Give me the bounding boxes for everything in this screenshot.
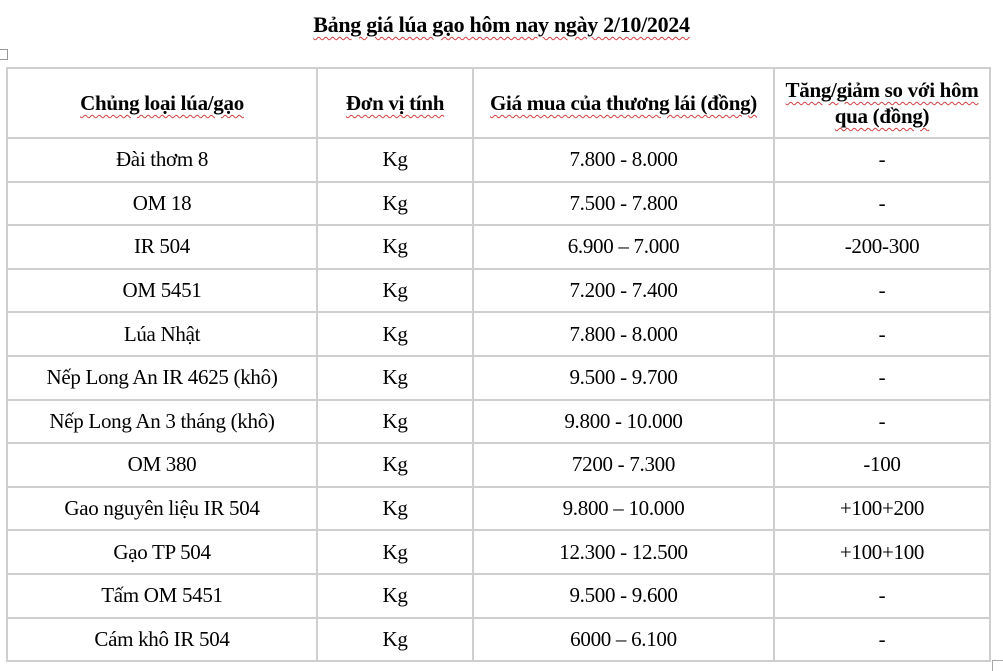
cell-variety[interactable]: Đài thơm 8 <box>6 137 318 183</box>
cell-change[interactable]: -200-300 <box>773 224 991 270</box>
cell-unit[interactable]: Kg <box>316 267 474 314</box>
cell-price[interactable]: 7.800 - 8.000 <box>472 137 775 183</box>
table-row: Cám khô IR 504 Kg 6000 – 6.100- <box>6 616 991 663</box>
cell-variety[interactable]: Tấm OM 5451 <box>6 572 318 619</box>
rice-price-table: Chủng loại lúa/gạo Đơn vị tính Giá mua c… <box>6 67 991 663</box>
table-header-row: Chủng loại lúa/gạo Đơn vị tính Giá mua c… <box>6 67 991 139</box>
cell-variety[interactable]: Gao nguyên liệu IR 504 <box>6 485 318 532</box>
cell-variety[interactable]: Nếp Long An IR 4625 (khô) <box>6 354 318 401</box>
cell-unit[interactable]: Kg <box>316 224 474 270</box>
cell-price[interactable]: 9.500 - 9.600 <box>472 572 775 619</box>
table-move-handle[interactable] <box>0 49 8 60</box>
cell-variety[interactable]: IR 504 <box>6 224 318 270</box>
cell-price[interactable]: 9.800 - 10.000 <box>472 398 775 445</box>
cell-unit[interactable]: Kg <box>316 529 474 575</box>
cell-unit[interactable]: Kg <box>316 354 474 401</box>
cell-price[interactable]: 7.500 - 7.800 <box>472 180 775 227</box>
header-unit: Đơn vị tính <box>316 67 474 139</box>
cell-unit[interactable]: Kg <box>316 398 474 445</box>
cell-change[interactable]: - <box>773 311 991 357</box>
table-row: OM 5451 Kg 7.200 - 7.400- <box>6 267 991 314</box>
cell-change[interactable]: +100+100 <box>773 529 991 575</box>
cell-change[interactable]: - <box>773 354 991 401</box>
cell-price[interactable]: 12.300 - 12.500 <box>472 529 775 575</box>
header-variety: Chủng loại lúa/gạo <box>6 67 318 139</box>
header-price: Giá mua của thương lái (đồng) <box>472 67 775 139</box>
cell-price[interactable]: 9.800 – 10.000 <box>472 485 775 532</box>
table-row: Nếp Long An IR 4625 (khô) Kg 9.500 - 9.700… <box>6 354 991 401</box>
cell-unit[interactable]: Kg <box>316 137 474 183</box>
cell-variety[interactable]: Gạo TP 504 <box>6 529 318 575</box>
cell-price[interactable]: 7.800 - 8.000 <box>472 311 775 357</box>
table-row: Đài thơm 8 Kg 7.800 - 8.000- <box>6 137 991 183</box>
cell-change[interactable]: -100 <box>773 442 991 488</box>
table-row: Tấm OM 5451 Kg 9.500 - 9.600- <box>6 572 991 619</box>
cell-unit[interactable]: Kg <box>316 180 474 227</box>
cell-variety[interactable]: OM 380 <box>6 442 318 488</box>
table-row: Gạo TP 504 Kg 12.300 - 12.500 +100+100 <box>6 529 991 575</box>
table-row: OM 18 Kg 7.500 - 7.800- <box>6 180 991 227</box>
cell-unit[interactable]: Kg <box>316 442 474 488</box>
cell-variety[interactable]: Nếp Long An 3 tháng (khô) <box>6 398 318 445</box>
cell-change[interactable]: - <box>773 572 991 619</box>
cell-variety[interactable]: Lúa Nhật <box>6 311 318 357</box>
cell-price[interactable]: 6000 – 6.100 <box>472 616 775 663</box>
table-resize-handle[interactable] <box>992 660 1003 671</box>
cell-variety[interactable]: Cám khô IR 504 <box>6 616 318 663</box>
table-row: Gao nguyên liệu IR 504 Kg 9.800 – 10.000 +1… <box>6 485 991 532</box>
cell-change[interactable]: - <box>773 267 991 314</box>
cell-price[interactable]: 7200 - 7.300 <box>472 442 775 488</box>
cell-change[interactable]: - <box>773 180 991 227</box>
cell-unit[interactable]: Kg <box>316 485 474 532</box>
cell-variety[interactable]: OM 5451 <box>6 267 318 314</box>
cell-change[interactable]: - <box>773 616 991 663</box>
cell-unit[interactable]: Kg <box>316 572 474 619</box>
document-title: Bảng giá lúa gạo hôm nay ngày 2/10/2024 <box>313 12 690 37</box>
cell-unit[interactable]: Kg <box>316 616 474 663</box>
cell-price[interactable]: 9.500 - 9.700 <box>472 354 775 401</box>
table-row: OM 380 Kg 7200 - 7.300 -100 <box>6 442 991 488</box>
table-row: Lúa Nhật Kg 7.800 - 8.000- <box>6 311 991 357</box>
cell-change[interactable]: - <box>773 137 991 183</box>
cell-variety[interactable]: OM 18 <box>6 180 318 227</box>
cell-unit[interactable]: Kg <box>316 311 474 357</box>
cell-change[interactable]: +100+200 <box>773 485 991 532</box>
table-row: Nếp Long An 3 tháng (khô) Kg 9.800 - 10.00… <box>6 398 991 445</box>
cell-change[interactable]: - <box>773 398 991 445</box>
table-row: IR 504 Kg 6.900 – 7.000 -200-300 <box>6 224 991 270</box>
cell-price[interactable]: 6.900 – 7.000 <box>472 224 775 270</box>
cell-price[interactable]: 7.200 - 7.400 <box>472 267 775 314</box>
header-change: Tăng/giảm so với hôm qua (đồng) <box>773 67 991 139</box>
